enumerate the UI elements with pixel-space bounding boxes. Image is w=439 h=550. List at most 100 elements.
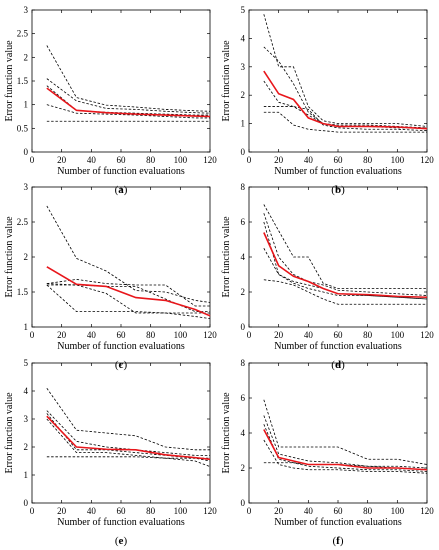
run-series-line-2 xyxy=(46,278,210,307)
panel-label: (e) xyxy=(115,535,128,547)
x-tick-label: 80 xyxy=(146,330,156,340)
x-tick-label: 40 xyxy=(304,155,314,165)
y-tick-label: 0 xyxy=(241,147,246,157)
y-tick-label: 4 xyxy=(241,33,246,43)
x-axis-title: Number of function evaluations xyxy=(274,166,402,177)
y-tick-label: 0 xyxy=(241,322,246,332)
x-tick-label: 40 xyxy=(87,506,97,516)
x-tick-label: 20 xyxy=(57,155,67,165)
x-tick-label: 120 xyxy=(203,506,217,516)
y-tick-label: 1.5 xyxy=(17,76,29,86)
y-tick-label: 8 xyxy=(241,358,246,368)
y-tick-label: 1 xyxy=(24,100,29,110)
x-tick-label: 100 xyxy=(174,330,188,340)
x-tick-label: 120 xyxy=(203,330,217,340)
y-axis-title: Error function value xyxy=(4,40,15,122)
y-tick-label: 2 xyxy=(241,90,246,100)
y-tick-label: 0 xyxy=(24,147,29,157)
x-tick-label: 120 xyxy=(420,330,434,340)
x-axis-title: Number of function evaluations xyxy=(274,341,402,352)
x-tick-label: 80 xyxy=(363,506,373,516)
x-tick-label: 20 xyxy=(57,506,67,516)
chart-panel-b: 0 20 40 60 80 100 120 0 1 2 3 4 5 Number of function … xyxy=(221,5,434,196)
y-axis-title: Error function value xyxy=(221,216,232,298)
x-tick-label: 120 xyxy=(420,155,434,165)
x-tick-label: 20 xyxy=(274,330,284,340)
x-axis-title: Number of function evaluations xyxy=(57,166,185,177)
chart-panel-f: 0 20 40 60 80 100 120 0 2 4 6 8 Number of function e… xyxy=(221,358,434,547)
x-tick-label: 60 xyxy=(117,506,127,516)
y-tick-label: 2 xyxy=(24,52,29,62)
y-axis-title: Error function value xyxy=(4,392,15,474)
mean-series-line xyxy=(263,232,428,299)
panel-letter: f xyxy=(336,535,340,547)
chart-panel-c: 0 20 40 60 80 100 120 1 1.5 2 2.5 3 Number of functi… xyxy=(4,182,217,371)
run-series-line-4 xyxy=(263,439,428,474)
run-series-line-5 xyxy=(263,111,427,133)
x-tick-label: 100 xyxy=(391,506,405,516)
y-tick-label: 0.5 xyxy=(17,123,29,133)
y-axis-title: Error function value xyxy=(221,392,232,474)
x-tick-label: 80 xyxy=(146,155,156,165)
x-tick-label: 60 xyxy=(117,330,127,340)
run-series-line-1 xyxy=(263,14,428,127)
mean-series-line xyxy=(46,87,211,118)
x-tick-label: 80 xyxy=(146,506,156,516)
x-tick-label: 60 xyxy=(334,506,344,516)
y-tick-label: 2.5 xyxy=(17,217,29,227)
y-tick-label: 4 xyxy=(241,428,246,438)
x-tick-label: 120 xyxy=(420,506,434,516)
plot-area-frame xyxy=(248,9,428,153)
y-tick-label: 1.5 xyxy=(17,287,29,297)
x-tick-label: 20 xyxy=(274,506,284,516)
mean-series-line xyxy=(46,266,211,317)
x-tick-label: 20 xyxy=(57,330,67,340)
run-series-line-2 xyxy=(46,78,211,114)
x-tick-label: 100 xyxy=(391,330,405,340)
run-series-line-2 xyxy=(263,46,428,129)
y-tick-label: 3 xyxy=(241,62,246,72)
x-tick-label: 40 xyxy=(87,330,97,340)
y-tick-label: 3 xyxy=(24,182,29,192)
x-tick-label: 60 xyxy=(117,155,127,165)
y-tick-label: 1 xyxy=(241,119,246,129)
run-series-line-2 xyxy=(46,410,210,456)
run-series-line-3 xyxy=(263,221,428,300)
run-series-line-4 xyxy=(263,248,428,300)
y-tick-label: 8 xyxy=(241,182,246,192)
y-tick-label: 5 xyxy=(24,358,29,368)
x-tick-label: 100 xyxy=(391,155,405,165)
mean-series-line xyxy=(263,70,428,130)
run-series-line-5 xyxy=(263,279,427,305)
plot-area-frame xyxy=(31,9,211,153)
x-axis-title: Number of function evaluations xyxy=(57,341,185,352)
run-series-line-3 xyxy=(263,424,428,472)
x-tick-label: 40 xyxy=(304,330,314,340)
y-tick-label: 2.5 xyxy=(17,29,29,39)
plot-area-frame xyxy=(248,186,428,328)
run-series-line-5 xyxy=(263,462,428,471)
run-series-line-1 xyxy=(263,204,427,289)
run-series-line-1 xyxy=(263,399,428,465)
plot-area-frame xyxy=(248,362,428,504)
y-tick-label: 3 xyxy=(24,414,29,424)
x-tick-label: 0 xyxy=(247,155,252,165)
run-series-line-4 xyxy=(46,418,211,467)
run-series-line-3 xyxy=(46,413,211,462)
y-tick-label: 4 xyxy=(241,252,246,262)
x-tick-label: 80 xyxy=(363,330,373,340)
run-series-line-4 xyxy=(46,104,210,119)
run-series-line-4 xyxy=(46,284,210,314)
x-tick-label: 0 xyxy=(247,330,252,340)
y-tick-label: 2 xyxy=(24,252,29,262)
y-tick-label: 6 xyxy=(241,217,246,227)
mean-series-line xyxy=(263,429,428,471)
y-tick-label: 5 xyxy=(241,5,246,15)
x-tick-label: 120 xyxy=(203,155,217,165)
run-series-line-2 xyxy=(263,415,428,469)
x-tick-label: 80 xyxy=(363,155,373,165)
y-tick-label: 1 xyxy=(24,322,29,332)
y-tick-label: 6 xyxy=(241,393,246,403)
x-tick-label: 40 xyxy=(87,155,97,165)
